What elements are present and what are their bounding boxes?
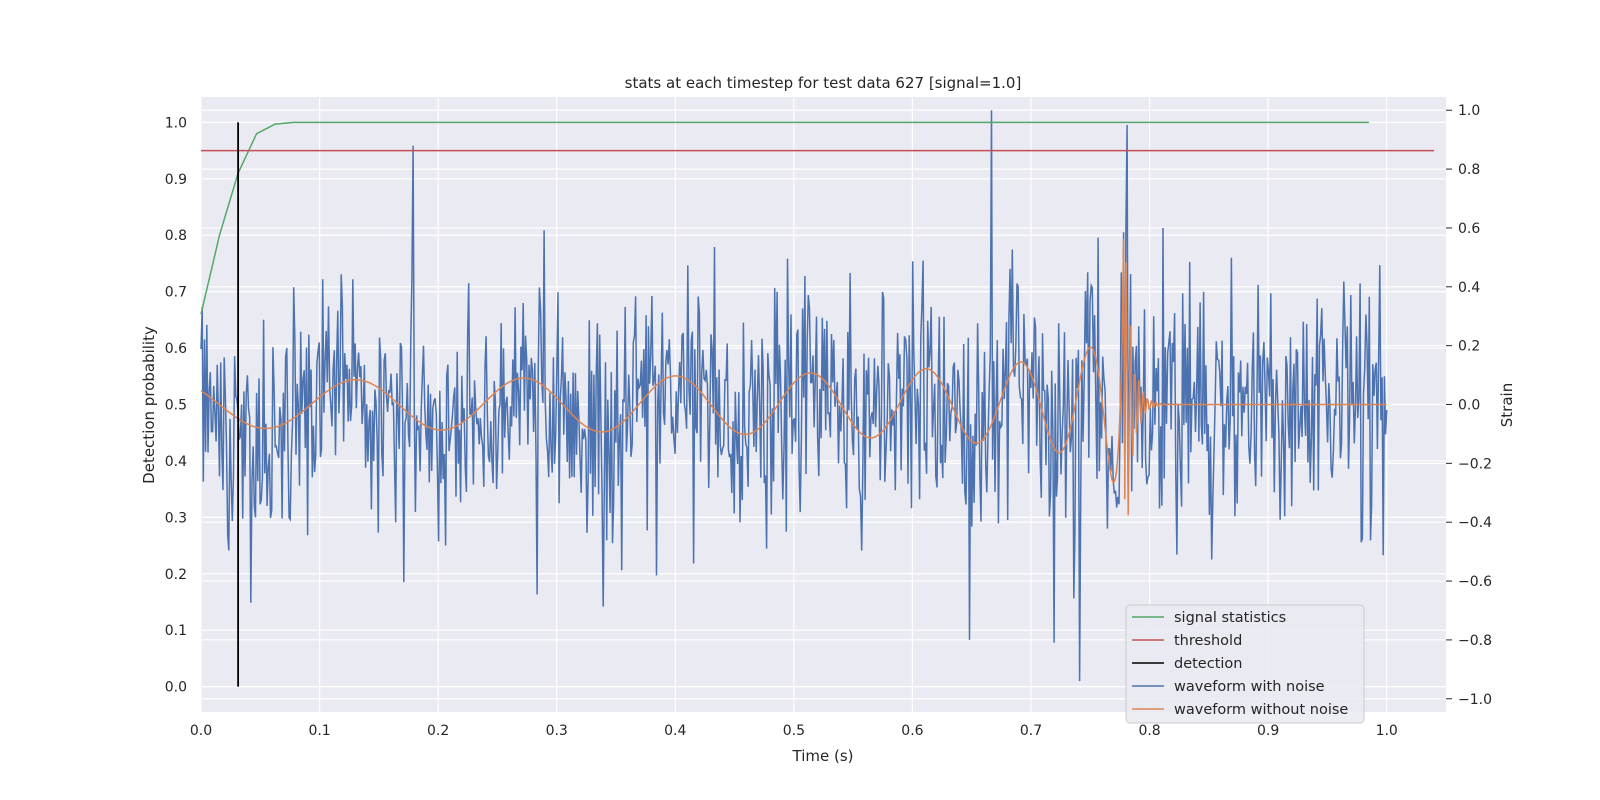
y-tick-label: 0.3 [165,510,187,526]
x-tick-label: 0.1 [308,723,330,739]
y-tick-label: 0.7 [165,285,187,301]
x-tick-label: 0.4 [664,723,686,739]
x-tick-label: 0.5 [783,723,805,739]
y2-tick-label: 0.0 [1458,398,1480,414]
y2-tick-label: −0.6 [1458,574,1492,590]
y2-tick-label: −0.8 [1458,633,1492,649]
legend: signal statistics threshold detection wa… [1125,604,1365,724]
y-tick-label: 0.8 [165,228,187,244]
y2-tick-label: 0.2 [1458,339,1480,355]
legend-label-detection: detection [1174,656,1242,672]
y-axis-label: Detection probability [140,326,158,484]
x-tick-label: 0.8 [1138,723,1160,739]
x-tick-label: 0.9 [1257,723,1279,739]
legend-label-waveform-with-noise: waveform with noise [1174,679,1325,695]
y-tick-label: 0.4 [165,454,187,470]
y2-tick-label: 0.6 [1458,221,1480,237]
axes: 0.0 0.1 0.2 0.3 0.4 0.5 0.6 0.7 0.8 0.9 1.0 0.0 0.1 0… [165,103,1492,739]
chart-title: stats at each timestep for test data 627… [625,74,1022,92]
legend-label-signal-statistics: signal statistics [1174,610,1286,626]
x-tick-label: 0.6 [901,723,923,739]
series-waveform-without-noise [200,238,1387,516]
y2-tick-label: −0.4 [1458,515,1492,531]
x-tick-label: 0.0 [190,723,212,739]
y2-tick-label: 0.8 [1458,162,1480,178]
series-waveform-with-noise [200,110,1388,682]
series-layer [200,110,1435,687]
y-tick-label: 0.9 [165,172,187,188]
x-tick-label: 1.0 [1376,723,1398,739]
y-tick-label: 0.2 [165,567,187,583]
series-signal-statistics [200,121,1369,315]
x-tick-label: 0.2 [427,723,449,739]
x-tick-label: 0.3 [546,723,568,739]
y-tick-label: 0.0 [165,680,187,696]
y2-tick-label: 0.4 [1458,280,1480,296]
y2-tick-label: −0.2 [1458,456,1492,472]
x-tick-label: 0.7 [1020,723,1042,739]
y2-tick-label: −1.0 [1458,692,1492,708]
x-axis-label: Time (s) [792,747,854,765]
y-tick-label: 1.0 [165,115,187,131]
y2-axis-label: Strain [1498,383,1516,427]
legend-box [1125,604,1365,724]
legend-label-waveform-without-noise: waveform without noise [1174,702,1348,718]
y-tick-label: 0.1 [165,623,187,639]
y2-tick-label: 1.0 [1458,103,1480,119]
legend-label-threshold: threshold [1174,633,1242,649]
y-tick-label: 0.6 [165,341,187,357]
y-tick-label: 0.5 [165,398,187,414]
